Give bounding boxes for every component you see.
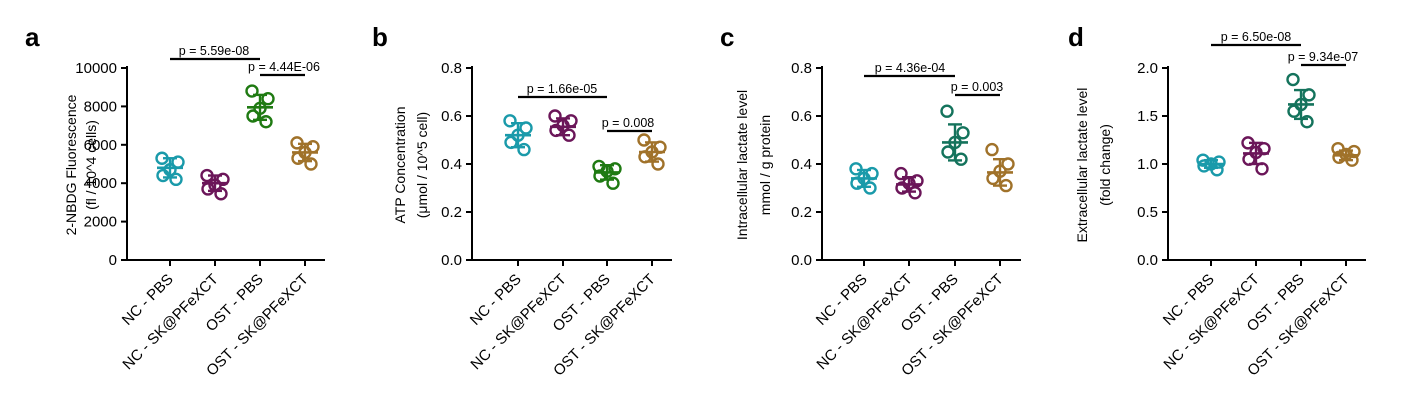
y-axis-label-line-2: mmol / g protein xyxy=(757,115,773,215)
panel-letter: d xyxy=(1068,22,1084,52)
p-value-label: p = 9.34e-07 xyxy=(1288,50,1359,64)
series-2 xyxy=(894,166,924,200)
y-axis-label-line-2: (fold change) xyxy=(1097,124,1113,206)
series-1 xyxy=(503,114,533,157)
y-axis-label-line-1: Intracellular lactate level xyxy=(734,90,750,240)
y-tick-label: 2000 xyxy=(84,214,117,231)
y-axis-label-line-1: 2-NBDG Fluorescence xyxy=(63,94,79,235)
data-point xyxy=(606,176,620,190)
p-value-label: p = 4.44E-06 xyxy=(248,60,320,74)
series-4 xyxy=(985,142,1015,193)
y-tick-label: 0.8 xyxy=(441,60,462,77)
p-value-label: p = 5.59e-08 xyxy=(179,44,250,58)
series-2 xyxy=(1241,136,1271,176)
panel-d: d Extracellular lactate level (fold change… xyxy=(1068,22,1366,379)
data-point xyxy=(1287,104,1301,118)
panel-c: c Intracellular lactate level mmol / g pro… xyxy=(720,22,1021,379)
panel-b: b ATP Concentration (μmol / 10^5 cell) 0.0 0… xyxy=(372,22,672,379)
p-value-label: p = 0.008 xyxy=(602,116,655,130)
data-point xyxy=(956,126,970,140)
y-tick-label: 0.2 xyxy=(441,204,462,221)
y-tick-label: 6000 xyxy=(84,137,117,154)
p-value-label: p = 4.36e-04 xyxy=(875,61,946,75)
data-point xyxy=(246,109,260,123)
series-4 xyxy=(637,133,667,171)
series-1 xyxy=(1196,153,1226,177)
series-4 xyxy=(1331,141,1361,167)
data-point xyxy=(637,133,651,147)
y-tick-label: 1.0 xyxy=(1137,156,1158,173)
p-value-label: p = 0.003 xyxy=(951,80,1004,94)
y-axis-label-line-1: ATP Concentration xyxy=(392,107,408,224)
data-point xyxy=(261,92,275,106)
y-tick-label: 0 xyxy=(109,252,117,269)
data-point xyxy=(608,162,622,176)
data-point xyxy=(651,157,665,171)
y-tick-label: 0.8 xyxy=(791,60,812,77)
data-point xyxy=(548,109,562,123)
y-tick-label: 0.0 xyxy=(1137,252,1158,269)
y-tick-label: 0.5 xyxy=(1137,204,1158,221)
data-point xyxy=(1302,88,1316,102)
data-point xyxy=(593,169,607,183)
y-tick-label: 0.4 xyxy=(791,156,812,173)
series-3 xyxy=(1286,72,1316,129)
data-point xyxy=(1332,150,1346,164)
data-point xyxy=(156,168,170,183)
data-point xyxy=(895,181,909,195)
data-point xyxy=(986,171,1000,186)
y-tick-label: 0.0 xyxy=(441,252,462,269)
data-point xyxy=(304,157,318,171)
series-3 xyxy=(245,84,275,129)
y-tick-label: 0.6 xyxy=(441,108,462,125)
data-point xyxy=(214,187,228,201)
series-2 xyxy=(200,168,230,201)
data-point xyxy=(985,142,999,157)
y-axis-label-line-1: Extracellular lactate level xyxy=(1074,88,1090,243)
data-point xyxy=(169,172,183,187)
data-point xyxy=(910,174,924,188)
series-3 xyxy=(592,159,622,190)
data-point xyxy=(245,84,259,98)
data-point xyxy=(517,142,531,157)
panel-letter: b xyxy=(372,22,388,52)
data-point xyxy=(940,104,954,118)
y-axis-label-line-2: (fl / 10^4 cells) xyxy=(83,120,99,210)
data-point xyxy=(1286,72,1300,87)
data-point xyxy=(1212,155,1226,169)
data-point xyxy=(259,115,273,129)
panel-letter: a xyxy=(25,22,40,52)
y-tick-label: 0.6 xyxy=(791,108,812,125)
data-point xyxy=(894,166,908,181)
data-point xyxy=(1001,157,1015,171)
y-tick-label: 1.5 xyxy=(1137,108,1158,125)
series-1 xyxy=(155,151,185,187)
panel-letter: c xyxy=(720,22,734,52)
y-tick-label: 0.4 xyxy=(441,156,462,173)
data-point xyxy=(503,114,517,128)
series-1 xyxy=(849,162,879,195)
p-value-label: p = 1.66e-05 xyxy=(527,82,598,96)
data-point xyxy=(519,121,533,135)
y-tick-label: 0.2 xyxy=(791,204,812,221)
series-3 xyxy=(940,104,970,166)
data-point xyxy=(1300,115,1314,129)
y-tick-label: 10000 xyxy=(75,60,117,77)
data-point xyxy=(941,145,955,159)
y-tick-label: 0.0 xyxy=(791,252,812,269)
series-4 xyxy=(290,136,320,171)
panel-a: a 2-NBDG Fluorescence (fl / 10^4 cells) 0 20… xyxy=(25,22,325,379)
series-2 xyxy=(548,109,578,142)
y-tick-label: 8000 xyxy=(84,98,117,115)
y-axis-label-line-2: (μmol / 10^5 cell) xyxy=(414,112,430,218)
y-tick-label: 2.0 xyxy=(1137,60,1158,77)
p-value-label: p = 6.50e-08 xyxy=(1221,30,1292,44)
y-tick-label: 4000 xyxy=(84,175,117,192)
